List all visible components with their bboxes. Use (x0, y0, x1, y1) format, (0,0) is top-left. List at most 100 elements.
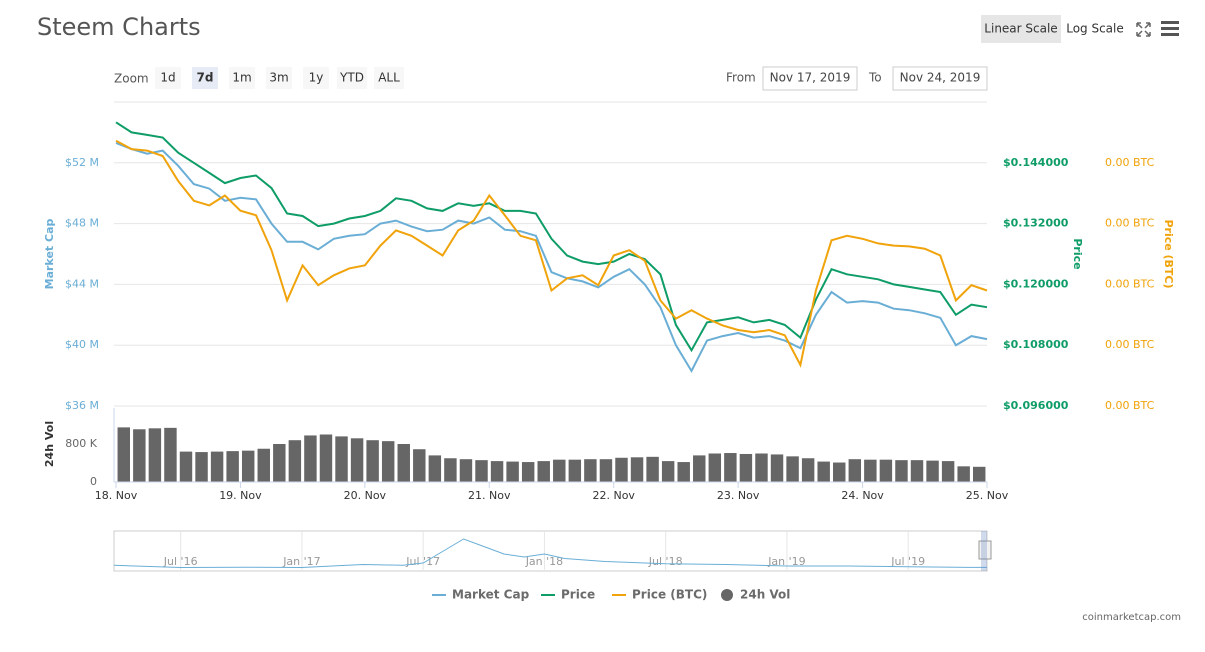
zoom-button[interactable]: 1d (160, 71, 175, 85)
volume-bar (833, 462, 846, 482)
volume-bar (195, 452, 208, 482)
volume-bar (381, 441, 395, 482)
volume-bar (350, 438, 364, 482)
y3-axis-title: Price (BTC) (1162, 219, 1175, 288)
scale-button-bg[interactable] (981, 15, 1061, 43)
page-title: Steem Charts (37, 13, 201, 41)
volume-bar (941, 461, 955, 482)
scale-button[interactable]: Linear Scale (984, 22, 1057, 36)
navigator-selection (981, 531, 987, 571)
legend-label[interactable]: Price (561, 588, 595, 602)
volume-bar (444, 458, 457, 482)
volume-bar (117, 427, 130, 482)
volume-bar (459, 459, 473, 482)
zoom-button-bg[interactable] (155, 67, 181, 89)
y3-tick-label: 0.00 BTC (1105, 277, 1155, 290)
volume-bar (599, 459, 613, 482)
zoom-button[interactable]: 3m (269, 71, 288, 85)
from-input[interactable] (762, 66, 858, 91)
volume-bar (553, 459, 566, 482)
navigator-tick-label: Jan '17 (282, 555, 320, 568)
legend-label[interactable]: Price (BTC) (632, 588, 707, 602)
volume-bar (304, 435, 317, 482)
scale-button[interactable]: Log Scale (1066, 22, 1124, 36)
x-tick-label: 19. Nov (219, 489, 262, 502)
navigator-tick-label: Jul '19 (890, 555, 925, 568)
zoom-button-bg[interactable] (303, 67, 329, 89)
zoom-button-bg[interactable] (266, 67, 292, 89)
x-tick-label: 20. Nov (344, 489, 387, 502)
from-value[interactable]: Nov 17, 2019 (770, 71, 851, 85)
y2-tick-label: $0.144000 (1003, 156, 1069, 169)
credit: coinmarketcap.com (1082, 612, 1181, 623)
volume-bar (864, 459, 877, 482)
volume-bar (879, 459, 893, 482)
legend-label[interactable]: Market Cap (452, 588, 530, 602)
x-tick-label: 23. Nov (717, 489, 760, 502)
navigator-tick-label: Jul '18 (648, 555, 683, 568)
volume-bar (910, 460, 924, 482)
legend-label[interactable]: 24h Vol (740, 588, 790, 602)
volume-bar (490, 461, 504, 482)
volume-bar (708, 453, 722, 482)
y-tick-label: $48 M (65, 217, 99, 230)
volume-bar (973, 466, 986, 482)
legend-swatch[interactable] (721, 589, 733, 601)
volume-bar (413, 449, 426, 482)
zoom-button-bg[interactable] (229, 67, 255, 89)
menu-icon[interactable] (1161, 21, 1179, 36)
zoom-button-bg[interactable] (374, 67, 404, 89)
y-tick-label: $36 M (65, 399, 99, 412)
navigator-handle[interactable] (978, 540, 992, 560)
y-tick-label: $52 M (65, 156, 99, 169)
zoom-button[interactable]: YTD (339, 71, 364, 85)
y2-tick-label: $0.132000 (1003, 217, 1069, 230)
volume-bar (661, 461, 675, 482)
y2-tick-label: $0.108000 (1003, 338, 1069, 351)
volume-bar (739, 453, 753, 482)
volume-bar (397, 444, 410, 482)
volume-bar (148, 428, 162, 482)
volume-bar (133, 429, 146, 482)
from-label: From (726, 71, 756, 85)
navigator-tick-label: Jul '17 (405, 555, 440, 568)
navigator-tick-label: Jan '19 (767, 555, 805, 568)
volume-bar (257, 448, 270, 482)
volume-bar (646, 456, 659, 482)
y2-tick-label: $0.120000 (1003, 277, 1069, 290)
navigator-tick-label: Jul '16 (163, 555, 198, 568)
volume-bar (817, 461, 830, 482)
y3-tick-label: 0.00 BTC (1105, 217, 1155, 230)
zoom-button[interactable]: ALL (378, 71, 400, 85)
zoom-button-bg[interactable] (192, 67, 218, 89)
y-tick-label: $40 M (65, 338, 99, 351)
zoom-button[interactable]: 7d (197, 71, 214, 85)
volume-bar (568, 459, 582, 482)
series-line (115, 121, 988, 353)
volume-bar (895, 460, 908, 482)
volume-bar (584, 459, 597, 482)
zoom-button[interactable]: 1y (309, 71, 324, 85)
volume-bar (475, 460, 488, 482)
x-tick-label: 25. Nov (966, 489, 1009, 502)
zoom-button[interactable]: 1m (232, 71, 251, 85)
volume-bar (693, 455, 706, 482)
zoom-button-bg[interactable] (337, 67, 367, 89)
volume-bar (226, 451, 239, 482)
fullscreen-icon[interactable] (1136, 22, 1151, 37)
volume-bar (428, 455, 442, 482)
volume-bar (848, 459, 862, 482)
y-axis-title: Market Cap (43, 219, 56, 290)
y3-tick-label: 0.00 BTC (1105, 338, 1155, 351)
volume-bar (506, 461, 519, 482)
to-value[interactable]: Nov 24, 2019 (900, 71, 981, 85)
volume-bar (630, 457, 644, 482)
volume-bar (288, 440, 302, 482)
to-input[interactable] (892, 66, 988, 91)
volume-bar (755, 453, 768, 482)
to-label: To (868, 71, 882, 85)
x-tick-label: 21. Nov (468, 489, 511, 502)
volume-axis-title: 24h Vol (43, 421, 56, 467)
volume-bar (957, 466, 970, 482)
